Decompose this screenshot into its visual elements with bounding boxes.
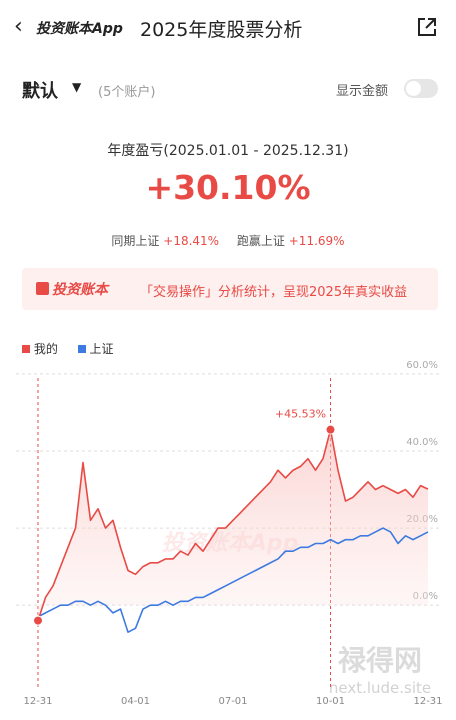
toggle-label: 显示金额 <box>336 84 389 99</box>
summary-label: 年度盈亏(2025.01.01 - 2025.12.31) <box>107 143 349 159</box>
legend-label: 上证 <box>89 342 114 356</box>
watermark: next.lude.site <box>329 679 431 697</box>
account-count: (5个账户) <box>98 85 156 100</box>
point-marker <box>325 424 336 435</box>
toggle[interactable] <box>404 79 438 98</box>
peak-label: +45.53% <box>275 408 326 421</box>
x-tick-label: 07-01 <box>218 696 247 707</box>
compare-row: 同期上证 +18.41% 跑赢上证 +11.69% <box>0 232 456 249</box>
x-tick-label: 12-31 <box>23 696 52 707</box>
series-line <box>37 428 429 621</box>
y-tick-label: 40.0% <box>406 437 438 448</box>
back-icon[interactable]: ‹ <box>14 14 23 39</box>
banner-brand: 投资账本 <box>52 282 108 298</box>
compare-value: +18.41% <box>163 234 220 248</box>
page-title: 2025年度股票分析 <box>140 19 303 41</box>
point-marker <box>33 615 43 626</box>
banner-logo <box>36 282 49 295</box>
dropdown-icon[interactable]: ▼ <box>72 80 82 94</box>
x-tick-label: 10-01 <box>316 696 345 707</box>
x-tick-label: 04-01 <box>121 696 150 707</box>
account-name[interactable]: 默认 <box>22 81 58 102</box>
legend-label: 我的 <box>33 342 58 356</box>
share-icon[interactable] <box>416 16 438 38</box>
summary-value: +30.10% <box>145 168 311 207</box>
compare-label: 同期上证 <box>111 234 160 248</box>
y-tick-label: 60.0% <box>406 360 438 371</box>
brand: 投资账本App <box>36 21 123 37</box>
series-line <box>37 527 429 633</box>
compare-label: 跑赢上证 <box>236 234 285 248</box>
x-tick-label: 12-31 <box>413 696 442 707</box>
legend: 我的 上证 <box>22 340 114 357</box>
banner-text: 「交易操作」分析统计，呈现2025年真实收益 <box>140 285 408 300</box>
compare-value: +11.69% <box>288 234 345 248</box>
watermark: 禄得网 <box>338 644 422 677</box>
banner[interactable]: 投资账本 「交易操作」分析统计，呈现2025年真实收益 <box>22 268 438 310</box>
area <box>38 429 428 621</box>
